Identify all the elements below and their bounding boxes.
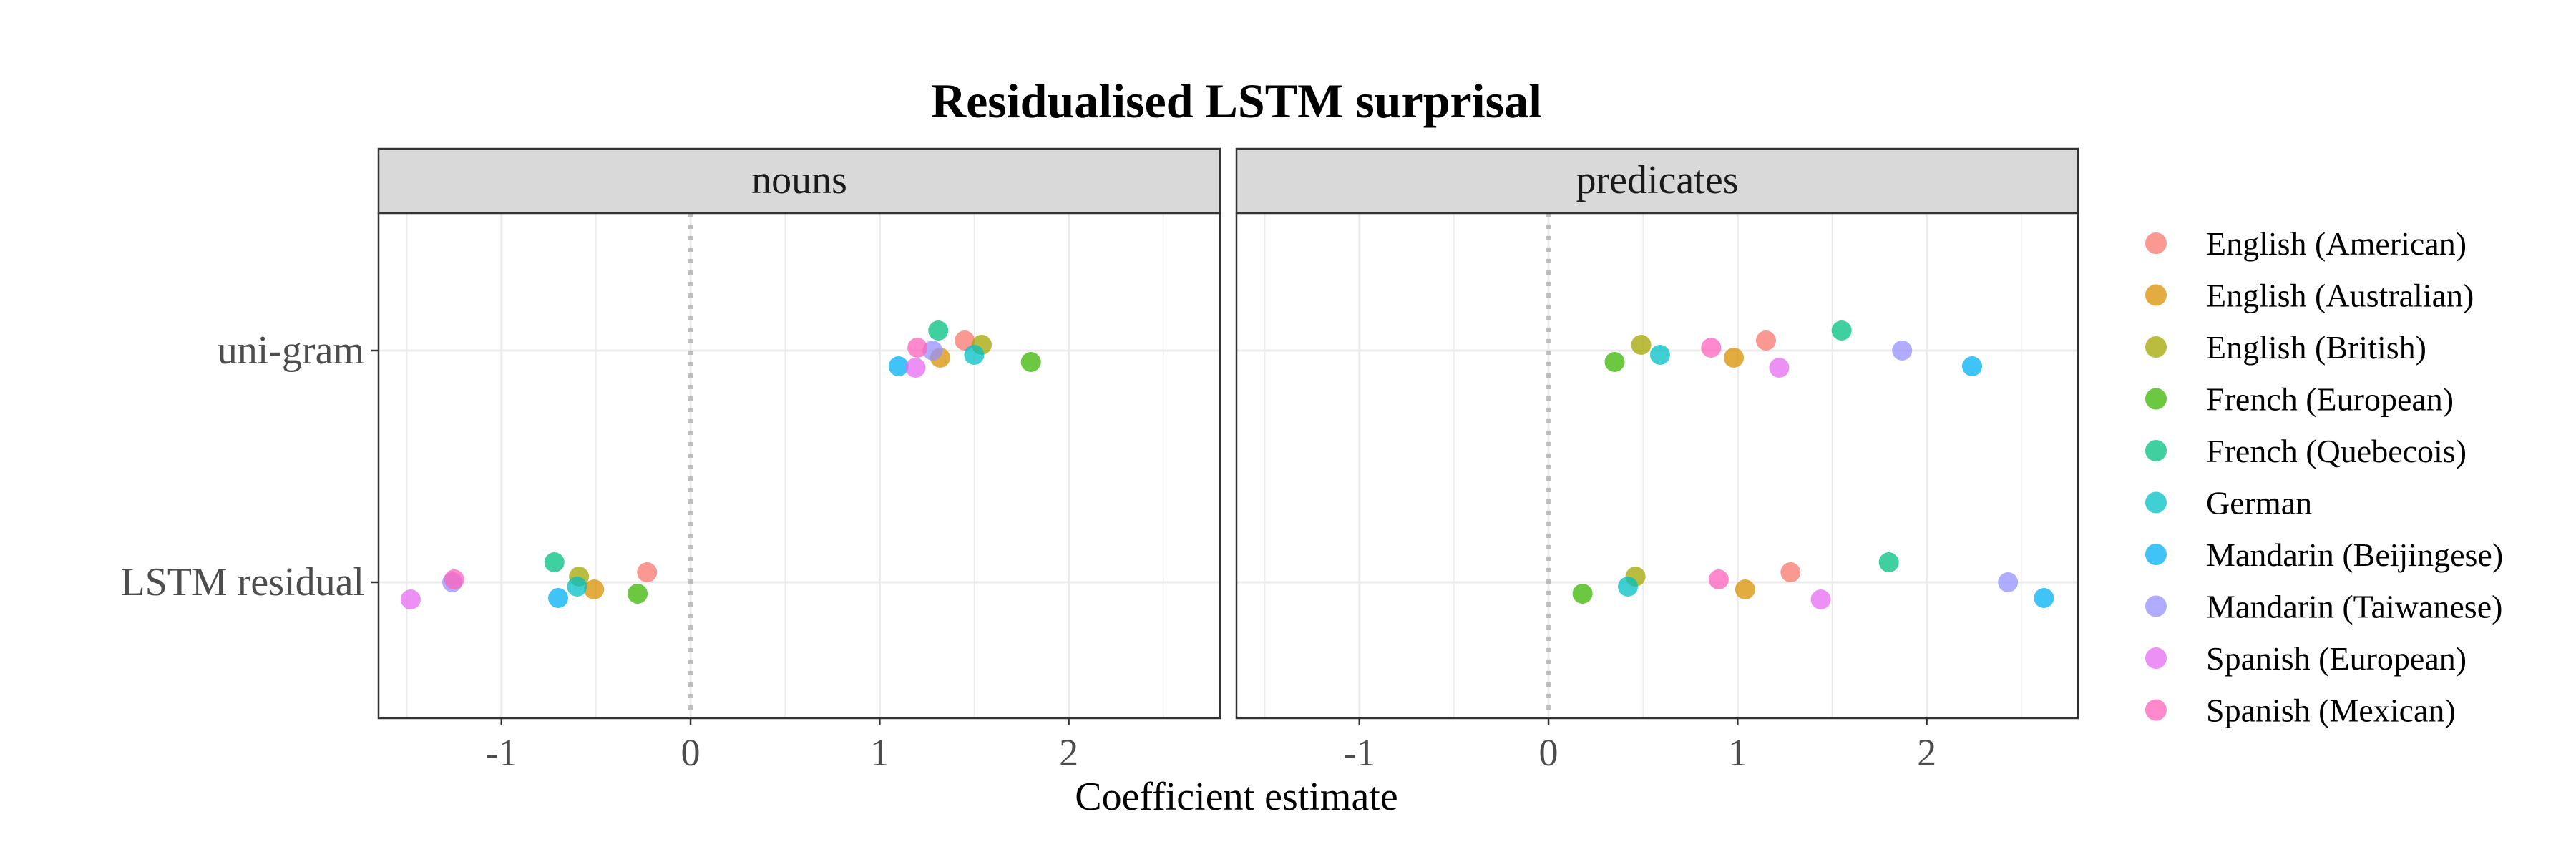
- legend-item-french-quebecois: French (Quebecois): [2145, 433, 2467, 469]
- data-point-french-quebecois: [544, 552, 565, 572]
- data-point-mandarin-taiwanese: [1892, 341, 1913, 361]
- data-point-french-quebecois: [928, 320, 949, 341]
- data-point-mandarin-taiwanese: [1998, 572, 2019, 592]
- data-point-french-quebecois: [1831, 320, 1852, 341]
- facet-panel-nouns: nouns -1 0 1 2: [377, 147, 1221, 774]
- legend-label: Spanish (Mexican): [2206, 692, 2456, 729]
- x-tick-label: 2: [1917, 731, 1936, 774]
- facet-strip-label: predicates: [1576, 158, 1739, 202]
- legend-swatch: [2145, 284, 2167, 306]
- data-point-mandarin-beijingese: [888, 356, 909, 376]
- legend-label: French (Quebecois): [2206, 433, 2467, 469]
- y-tick-label: uni-gram: [218, 328, 364, 373]
- legend-item-mandarin-beijingese: Mandarin (Beijingese): [2145, 537, 2503, 573]
- data-point-french-european: [628, 584, 648, 604]
- panel-border: [377, 212, 1221, 720]
- data-point-spanish-european: [905, 358, 926, 378]
- data-point-mandarin-beijingese: [548, 588, 569, 608]
- legend-item-english-american: English (American): [2145, 225, 2467, 262]
- data-point-french-quebecois: [1878, 552, 1899, 572]
- data-point-spanish-mexican: [1708, 569, 1729, 589]
- data-point-english-british: [1631, 335, 1652, 355]
- legend-item-english-australian: English (Australian): [2145, 278, 2474, 314]
- panel-background: [379, 213, 1220, 718]
- x-tick-label: 1: [1728, 731, 1747, 774]
- data-point-german: [1618, 577, 1639, 597]
- data-point-english-australian: [584, 579, 605, 599]
- legend-item-french-european: French (European): [2145, 381, 2454, 418]
- legend-label: German: [2206, 485, 2312, 521]
- data-point-spanish-mexican: [1701, 338, 1722, 358]
- legend-item-spanish-european: Spanish (European): [2145, 640, 2467, 677]
- data-point-english-american: [955, 330, 975, 351]
- data-point-german: [567, 577, 587, 597]
- legend-swatch: [2145, 491, 2167, 514]
- data-point-mandarin-beijingese: [2034, 588, 2054, 608]
- legend-label: Spanish (European): [2206, 640, 2467, 677]
- data-point-spanish-mexican: [444, 569, 464, 589]
- data-point-german: [964, 345, 985, 365]
- facet-strip-label: nouns: [751, 158, 847, 202]
- legend-item-german: German: [2145, 485, 2312, 521]
- data-point-german: [1649, 345, 1670, 365]
- legend-label: French (European): [2206, 381, 2454, 418]
- legend-swatch: [2145, 647, 2167, 669]
- chart-title: Residualised LSTM surprisal: [931, 74, 1542, 128]
- x-tick-label: -1: [485, 731, 517, 774]
- legend-swatch: [2145, 595, 2167, 617]
- legend-item-english-british: English (British): [2145, 329, 2426, 366]
- data-point-mandarin-taiwanese: [922, 341, 943, 361]
- x-tick-label: 0: [681, 731, 701, 774]
- legend-item-spanish-mexican: Spanish (Mexican): [2145, 692, 2456, 729]
- x-tick-label: 1: [870, 731, 889, 774]
- data-point-english-american: [1755, 330, 1776, 351]
- data-point-english-american: [637, 562, 658, 582]
- data-point-english-australian: [1724, 348, 1745, 368]
- y-tick-label: LSTM residual: [120, 560, 364, 604]
- data-point-spanish-european: [1769, 358, 1790, 378]
- y-axis: uni-gram LSTM residual: [120, 328, 379, 604]
- data-point-english-australian: [1735, 579, 1755, 599]
- legend-label: English (Australian): [2206, 278, 2474, 314]
- facet-panel-predicates: predicates -1 0 1 2: [1235, 147, 2079, 774]
- legend-label: Mandarin (Beijingese): [2206, 537, 2503, 573]
- data-point-spanish-european: [1810, 589, 1831, 609]
- panel-border: [1235, 212, 2079, 720]
- data-point-english-american: [1780, 562, 1801, 582]
- legend-label: English (British): [2206, 329, 2426, 366]
- data-point-mandarin-beijingese: [1962, 356, 1983, 376]
- data-point-french-european: [1572, 584, 1593, 604]
- legend-label: English (American): [2206, 225, 2467, 262]
- panel-background: [1236, 213, 2078, 718]
- facet-strip: [1235, 147, 2079, 215]
- legend-item-mandarin-taiwanese: Mandarin (Taiwanese): [2145, 589, 2502, 625]
- x-axis-title: Coefficient estimate: [1075, 775, 1397, 819]
- legend: English (American) English (Australian) En…: [2145, 225, 2503, 729]
- x-tick-label: 0: [1539, 731, 1558, 774]
- data-point-spanish-european: [400, 589, 421, 609]
- legend-swatch: [2145, 388, 2167, 410]
- legend-swatch: [2145, 544, 2167, 565]
- data-point-french-european: [1604, 352, 1625, 372]
- facet-strip: [377, 147, 1221, 215]
- legend-swatch: [2145, 336, 2167, 358]
- legend-swatch: [2145, 440, 2167, 461]
- facet-panels: nouns -1 0 1 2 predicates -1 0 1 2: [377, 147, 2079, 774]
- data-point-french-european: [1020, 352, 1041, 372]
- x-tick-label: -1: [1343, 731, 1375, 774]
- x-tick-label: 2: [1059, 731, 1078, 774]
- data-point-spanish-mexican: [907, 338, 928, 358]
- legend-swatch: [2145, 232, 2167, 254]
- legend-swatch: [2145, 699, 2167, 721]
- legend-label: Mandarin (Taiwanese): [2206, 589, 2502, 625]
